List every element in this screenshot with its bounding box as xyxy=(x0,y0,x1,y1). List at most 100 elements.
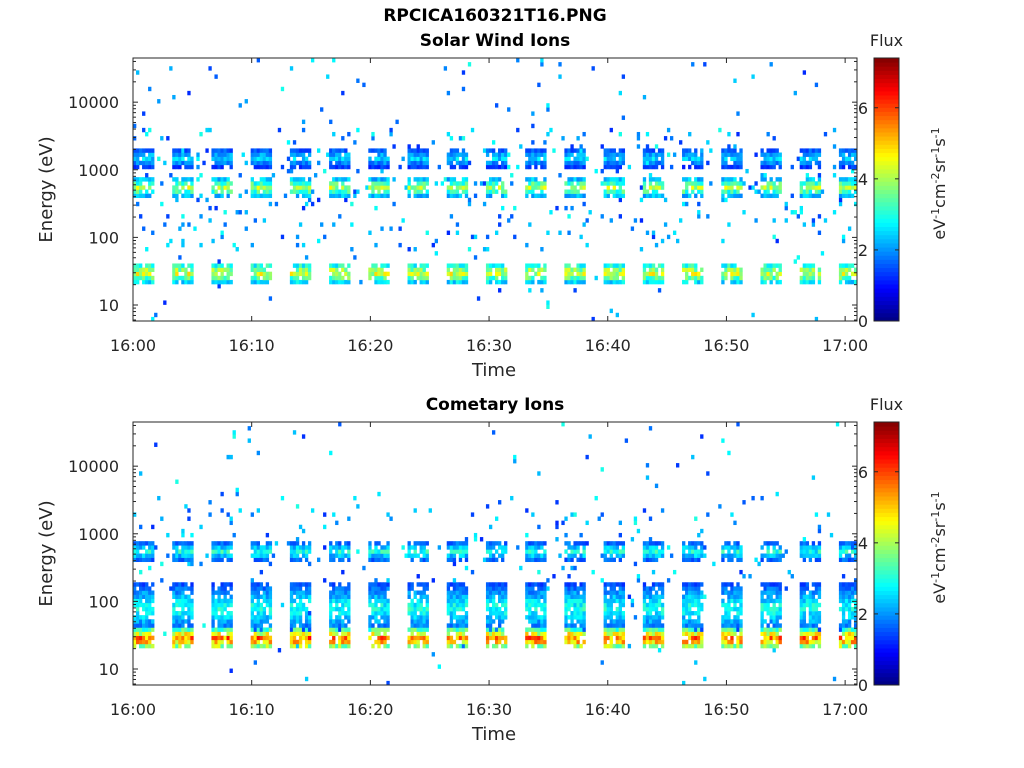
heatmap-cell xyxy=(371,177,375,182)
heatmap-cell xyxy=(464,553,469,558)
heatmap-cell xyxy=(727,267,731,272)
heatmap-cell xyxy=(838,148,843,153)
heatmap-cell xyxy=(446,189,451,194)
heatmap-cell xyxy=(220,279,224,285)
heatmap-cell xyxy=(814,627,819,632)
heatmap-cell xyxy=(259,279,264,285)
heatmap-cell xyxy=(455,586,460,591)
heatmap-cell xyxy=(844,160,849,166)
heatmap-cell xyxy=(413,627,417,632)
heatmap-cell xyxy=(543,586,547,591)
heatmap-cell xyxy=(697,549,701,554)
colorbar-unit-part: eV xyxy=(930,219,949,240)
heatmap-cell xyxy=(250,279,254,285)
heatmap-cell xyxy=(648,594,653,599)
heatmap-cell xyxy=(184,549,188,554)
panel2-title: Cometary Ions xyxy=(425,395,565,415)
heatmap-cell xyxy=(419,602,423,608)
heatmap-cell xyxy=(567,602,571,608)
heatmap-cell xyxy=(181,549,185,554)
heatmap-cell xyxy=(682,545,686,550)
heatmap-cell xyxy=(268,185,273,190)
heatmap-cell xyxy=(691,454,695,460)
heatmap-cell xyxy=(516,545,520,550)
heatmap-cell xyxy=(301,623,306,628)
heatmap-cell xyxy=(766,156,770,162)
heatmap-cell xyxy=(298,271,303,277)
heatmap-cell xyxy=(488,623,493,628)
heatmap-cell xyxy=(289,164,294,170)
heatmap-cell xyxy=(534,271,538,277)
heatmap-cell xyxy=(847,602,852,608)
heatmap-cell xyxy=(217,594,221,599)
heatmap-cell xyxy=(564,619,568,624)
heatmap-cell xyxy=(347,586,351,591)
heatmap-cell xyxy=(139,586,143,591)
heatmap-cell xyxy=(615,160,619,166)
heatmap-cell xyxy=(528,639,532,645)
heatmap-cell xyxy=(666,234,671,240)
heatmap-cell xyxy=(295,189,300,194)
heatmap-cell xyxy=(265,156,270,162)
heatmap-cell xyxy=(145,247,149,252)
heatmap-cell xyxy=(799,164,803,170)
heatmap-cell xyxy=(567,271,571,277)
heatmap-cell xyxy=(407,545,411,550)
heatmap-cell xyxy=(383,545,387,550)
heatmap-cell xyxy=(452,189,457,194)
heatmap-cell xyxy=(817,643,822,649)
heatmap-cell xyxy=(817,549,822,554)
heatmap-cell xyxy=(446,582,451,587)
heatmap-cell xyxy=(850,557,855,563)
heatmap-cell xyxy=(763,164,767,170)
heatmap-cell xyxy=(832,164,837,170)
heatmap-cell xyxy=(347,602,351,608)
heatmap-cell xyxy=(256,627,260,632)
heatmap-cell xyxy=(139,582,143,587)
heatmap-cell xyxy=(531,189,535,194)
heatmap-cell xyxy=(211,271,215,277)
heatmap-cell xyxy=(733,594,737,599)
heatmap-cell xyxy=(579,553,583,558)
heatmap-cell xyxy=(606,635,610,641)
heatmap-cell xyxy=(645,160,650,166)
heatmap-cell xyxy=(525,275,529,281)
heatmap-cell xyxy=(485,541,490,546)
heatmap-cell xyxy=(730,639,734,645)
heatmap-cell xyxy=(817,545,822,550)
heatmap-cell xyxy=(507,164,511,170)
heatmap-cell xyxy=(259,193,264,199)
heatmap-cell xyxy=(172,631,176,636)
heatmap-cell xyxy=(265,541,270,546)
heatmap-cell xyxy=(679,140,683,145)
heatmap-cell xyxy=(455,606,460,612)
heatmap-cell xyxy=(721,631,725,636)
colorbar-segment xyxy=(874,136,899,141)
heatmap-cell xyxy=(410,156,414,162)
heatmap-cell xyxy=(142,271,146,277)
heatmap-cell xyxy=(217,627,221,632)
heatmap-cell xyxy=(148,643,152,649)
heatmap-cell xyxy=(805,189,810,194)
heatmap-cell xyxy=(498,148,502,153)
heatmap-cell xyxy=(145,594,149,599)
heatmap-cell xyxy=(802,619,807,624)
heatmap-cell xyxy=(799,623,803,628)
heatmap-cell xyxy=(582,586,586,591)
colorbar-segment xyxy=(874,144,899,149)
heatmap-cell xyxy=(654,602,659,608)
heatmap-cell xyxy=(211,541,215,546)
heatmap-cell xyxy=(488,193,493,199)
heatmap-cell xyxy=(292,148,297,153)
heatmap-cell xyxy=(187,541,191,546)
heatmap-cell xyxy=(552,574,556,579)
heatmap-cell xyxy=(688,557,692,563)
heatmap-cell xyxy=(419,557,423,563)
heatmap-cell xyxy=(323,545,327,550)
heatmap-cell xyxy=(700,627,704,632)
heatmap-cell xyxy=(642,185,647,190)
heatmap-cell xyxy=(250,582,254,587)
heatmap-cell xyxy=(422,177,426,182)
heatmap-cell xyxy=(338,619,342,624)
colorbar-segment xyxy=(874,218,899,223)
